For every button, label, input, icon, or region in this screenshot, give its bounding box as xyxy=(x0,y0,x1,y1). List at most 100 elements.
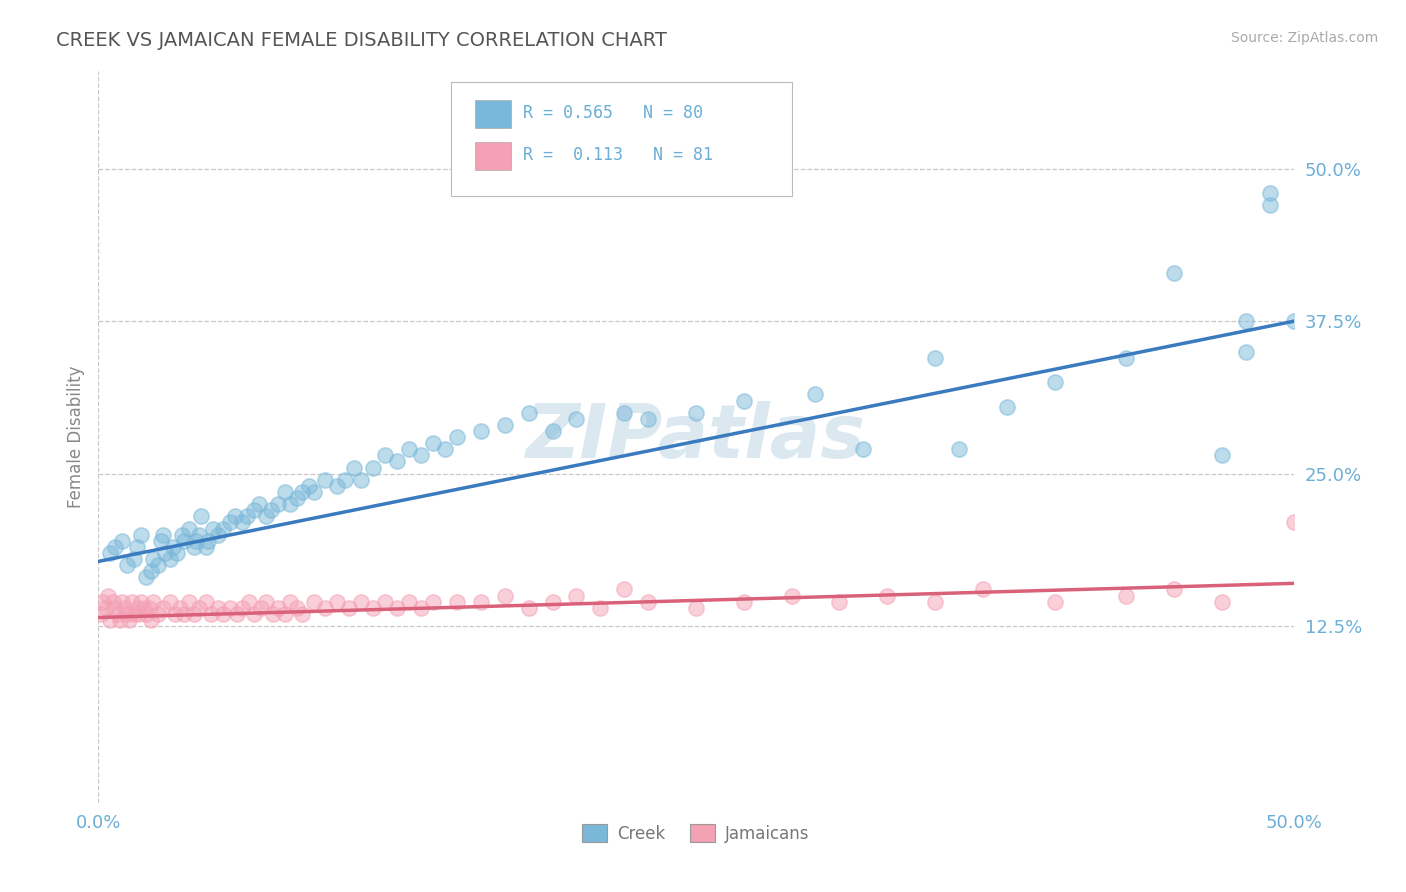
Point xyxy=(470,424,492,438)
Point xyxy=(243,503,266,517)
Point xyxy=(1115,351,1137,365)
FancyBboxPatch shape xyxy=(475,143,510,170)
Point xyxy=(828,594,851,608)
Point xyxy=(326,594,349,608)
Point xyxy=(115,607,138,621)
Point xyxy=(733,594,755,608)
Point xyxy=(152,527,174,541)
Point xyxy=(385,600,409,615)
Point xyxy=(494,417,516,432)
Point xyxy=(139,613,162,627)
Point xyxy=(107,607,129,621)
Point xyxy=(278,497,301,511)
Point xyxy=(1211,448,1233,462)
Point xyxy=(339,600,361,615)
Point xyxy=(1282,314,1305,328)
Point xyxy=(91,594,114,608)
Point xyxy=(446,594,468,608)
Point xyxy=(138,600,160,615)
Point xyxy=(350,594,373,608)
Point xyxy=(517,406,540,420)
Point xyxy=(1211,594,1233,608)
Point xyxy=(247,497,270,511)
Point xyxy=(179,594,201,608)
Point xyxy=(541,594,564,608)
Point xyxy=(315,473,337,487)
Point xyxy=(1163,582,1185,597)
Point xyxy=(446,430,468,444)
Point xyxy=(200,607,222,621)
Point xyxy=(186,533,208,548)
Point xyxy=(291,607,314,621)
Point xyxy=(135,607,157,621)
Point xyxy=(267,600,290,615)
Point xyxy=(149,533,172,548)
Point xyxy=(494,589,516,603)
Point xyxy=(172,527,194,541)
Point xyxy=(159,552,181,566)
Text: R =  0.113   N = 81: R = 0.113 N = 81 xyxy=(523,146,713,164)
Point xyxy=(398,594,420,608)
Point xyxy=(250,600,273,615)
Point xyxy=(202,521,225,535)
Point xyxy=(195,540,218,554)
Point xyxy=(470,594,492,608)
Point xyxy=(94,600,117,615)
Text: ZIPatlas: ZIPatlas xyxy=(526,401,866,474)
Point xyxy=(169,600,191,615)
Point xyxy=(152,600,174,615)
Point xyxy=(124,552,146,566)
FancyBboxPatch shape xyxy=(475,100,510,128)
Y-axis label: Female Disability: Female Disability xyxy=(66,366,84,508)
Point xyxy=(333,473,356,487)
Point xyxy=(1115,589,1137,603)
Point xyxy=(285,491,308,505)
Point xyxy=(97,589,120,603)
Point xyxy=(1258,198,1281,212)
Text: R = 0.565   N = 80: R = 0.565 N = 80 xyxy=(523,104,703,122)
Point xyxy=(125,540,148,554)
Point xyxy=(385,454,409,468)
Point xyxy=(1043,594,1066,608)
Point xyxy=(231,516,253,530)
Point xyxy=(124,607,146,621)
Point xyxy=(613,582,636,597)
Point xyxy=(131,527,153,541)
Point xyxy=(398,442,420,457)
Point xyxy=(343,460,366,475)
Point xyxy=(219,600,242,615)
Point xyxy=(211,521,233,535)
Point xyxy=(183,607,205,621)
Point xyxy=(148,558,170,573)
Point xyxy=(131,594,153,608)
Point xyxy=(173,607,195,621)
Point xyxy=(155,546,177,560)
Point xyxy=(187,600,209,615)
Point xyxy=(363,600,385,615)
Point xyxy=(211,607,233,621)
Point xyxy=(118,613,141,627)
Point xyxy=(179,521,201,535)
Point xyxy=(278,594,301,608)
Point xyxy=(804,387,827,401)
Point xyxy=(924,351,946,365)
Point xyxy=(262,607,284,621)
Point xyxy=(302,594,325,608)
Point xyxy=(98,546,122,560)
Point xyxy=(142,594,165,608)
Point xyxy=(298,479,321,493)
Point xyxy=(924,594,946,608)
Point xyxy=(125,600,148,615)
Point xyxy=(541,424,564,438)
Point xyxy=(411,448,433,462)
Point xyxy=(517,600,540,615)
Point xyxy=(685,600,707,615)
Point xyxy=(254,594,277,608)
Point xyxy=(972,582,994,597)
FancyBboxPatch shape xyxy=(451,82,792,195)
Point xyxy=(111,533,134,548)
Point xyxy=(852,442,875,457)
Point xyxy=(285,600,308,615)
Point xyxy=(422,436,444,450)
Point xyxy=(780,589,803,603)
